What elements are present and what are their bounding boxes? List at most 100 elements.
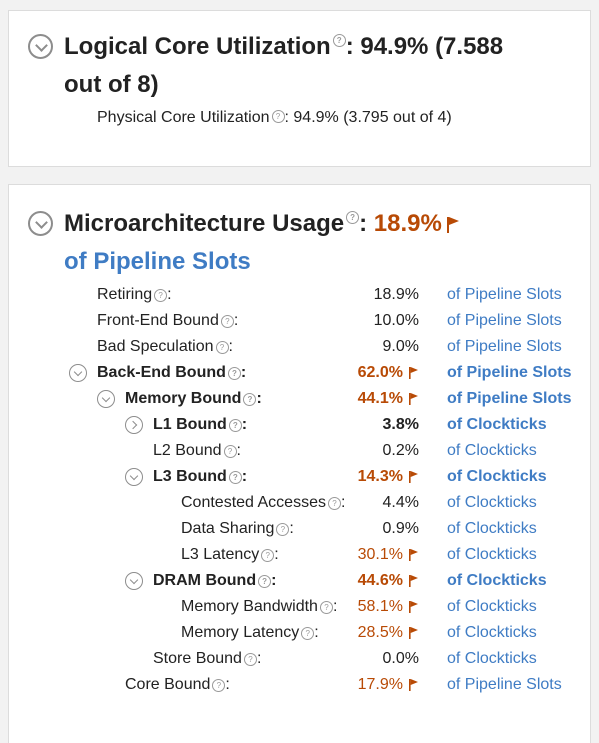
metric-name: L2 Bound <box>153 442 222 459</box>
metric-row[interactable]: L1 Bound?: 3.8% of Clockticks <box>9 412 592 438</box>
metric-unit-link[interactable]: of Clockticks <box>447 546 537 563</box>
collapse-chevron-icon[interactable] <box>28 34 53 59</box>
metric-unit-link[interactable]: of Clockticks <box>447 598 537 615</box>
metric-separator: : <box>314 624 319 641</box>
metric-row[interactable]: Back-End Bound?: 62.0% of Pipeline Slots <box>9 360 592 386</box>
metric-name: Retiring <box>97 286 153 303</box>
metric-separator: : <box>332 598 338 615</box>
metric-row[interactable]: DRAM Bound?: 44.6% of Clockticks <box>9 568 592 594</box>
metric-name: Bad Speculation <box>97 338 214 355</box>
metric-value: 30.1% <box>339 542 419 568</box>
help-icon[interactable]: ? <box>228 471 242 484</box>
metric-value: 3.8% <box>339 412 435 438</box>
metric-value-text: 58.1% <box>357 598 403 615</box>
help-icon[interactable]: ? <box>212 679 226 692</box>
metric-row: Contested Accesses?: 4.4% of Clockticks <box>9 490 592 516</box>
metric-value-text: 9.0% <box>382 338 419 355</box>
metric-unit-link[interactable]: of Clockticks <box>447 520 537 537</box>
flag-icon <box>408 626 419 640</box>
collapse-chevron-icon[interactable] <box>125 468 143 486</box>
metric-separator: : <box>241 468 248 485</box>
metric-value-text: 17.9% <box>357 676 403 693</box>
metric-unit-link[interactable]: of Clockticks <box>447 442 537 459</box>
metric-unit-link[interactable]: of Pipeline Slots <box>447 676 562 693</box>
help-icon[interactable]: ? <box>243 653 257 666</box>
help-icon[interactable]: ? <box>227 367 241 380</box>
metric-name: DRAM Bound <box>153 572 257 589</box>
help-icon[interactable]: ? <box>243 393 257 406</box>
metric-value-text: 0.2% <box>382 442 419 459</box>
flag-icon <box>408 392 419 406</box>
metric-label: L2 Bound?: <box>153 438 241 464</box>
logical-core-panel: Logical Core Utilization?: 94.9% (7.588 … <box>8 10 591 167</box>
metric-label: Store Bound?: <box>153 646 261 672</box>
metric-unit-link[interactable]: of Clockticks <box>447 572 547 589</box>
metric-unit-link[interactable]: of Pipeline Slots <box>447 312 562 329</box>
flag-icon <box>408 678 419 692</box>
metric-unit-link[interactable]: of Pipeline Slots <box>447 338 562 355</box>
microarchitecture-panel: Microarchitecture Usage?: 18.9% of Pipel… <box>8 184 591 743</box>
metric-name: Memory Latency <box>181 624 300 641</box>
metric-value: 18.9% <box>339 282 435 308</box>
microarchitecture-title: Microarchitecture Usage?: 18.9% <box>64 207 460 241</box>
metric-separator: : <box>167 286 172 303</box>
metric-value: 9.0% <box>339 334 435 360</box>
collapse-chevron-icon[interactable] <box>69 364 87 382</box>
help-icon[interactable]: ? <box>301 627 315 640</box>
metric-value-text: 4.4% <box>382 494 419 511</box>
metric-label: Retiring?: <box>97 282 172 308</box>
metric-separator: : <box>340 494 346 511</box>
metric-row[interactable]: L3 Bound?: 14.3% of Clockticks <box>9 464 592 490</box>
help-icon[interactable]: ? <box>215 341 229 354</box>
help-icon[interactable]: ? <box>261 549 275 562</box>
metric-name: L3 Latency <box>181 546 260 563</box>
help-icon[interactable]: ? <box>271 110 285 123</box>
metric-unit-link[interactable]: of Clockticks <box>447 416 547 433</box>
collapse-chevron-icon[interactable] <box>28 211 53 236</box>
help-icon[interactable]: ? <box>154 289 168 302</box>
metric-value: 62.0% <box>339 360 419 386</box>
metric-row: Data Sharing?: 0.9% of Clockticks <box>9 516 592 542</box>
help-icon[interactable]: ? <box>258 575 272 588</box>
flag-icon <box>408 548 419 562</box>
help-icon[interactable]: ? <box>327 497 341 510</box>
metric-unit-link[interactable]: of Clockticks <box>447 650 537 667</box>
metric-label: Memory Bound?: <box>125 386 262 412</box>
help-icon[interactable]: ? <box>332 34 346 47</box>
metric-separator: : <box>271 572 277 589</box>
collapse-chevron-icon[interactable] <box>125 572 143 590</box>
metric-separator: : <box>256 390 262 407</box>
help-icon[interactable]: ? <box>346 211 360 224</box>
metric-unit-link[interactable]: of Pipeline Slots <box>447 364 572 381</box>
metric-value: 58.1% <box>339 594 419 620</box>
metric-separator: : <box>233 312 239 329</box>
metric-unit-link[interactable]: of Clockticks <box>447 624 537 641</box>
metric-label: Memory Latency?: <box>181 620 319 646</box>
help-icon[interactable]: ? <box>223 445 237 458</box>
metric-separator: : <box>289 520 294 537</box>
metric-separator: : <box>225 676 230 693</box>
metric-row[interactable]: Memory Bound?: 44.1% of Pipeline Slots <box>9 386 592 412</box>
metric-value-text: 3.8% <box>382 416 419 433</box>
metric-value-text: 10.0% <box>373 312 419 329</box>
metric-unit-link[interactable]: of Pipeline Slots <box>447 286 562 303</box>
metric-label: DRAM Bound?: <box>153 568 276 594</box>
metric-unit-link[interactable]: of Clockticks <box>447 468 547 485</box>
help-icon[interactable]: ? <box>319 601 333 614</box>
help-icon[interactable]: ? <box>228 419 242 432</box>
metric-value-text: 0.9% <box>382 520 419 537</box>
metric-separator: : <box>240 364 247 381</box>
flag-icon <box>408 600 419 614</box>
metric-value-text: 18.9% <box>373 286 419 303</box>
metric-label: Memory Bandwidth?: <box>181 594 337 620</box>
help-icon[interactable]: ? <box>276 523 290 536</box>
metric-value: 10.0% <box>339 308 435 334</box>
metric-unit-link[interactable]: of Clockticks <box>447 494 537 511</box>
metric-value: 44.1% <box>339 386 419 412</box>
metric-value: 0.9% <box>339 516 435 542</box>
metric-value: 0.2% <box>339 438 435 464</box>
help-icon[interactable]: ? <box>220 315 234 328</box>
collapse-chevron-icon[interactable] <box>97 390 115 408</box>
expand-chevron-icon[interactable] <box>125 416 143 434</box>
metric-unit-link[interactable]: of Pipeline Slots <box>447 390 572 407</box>
